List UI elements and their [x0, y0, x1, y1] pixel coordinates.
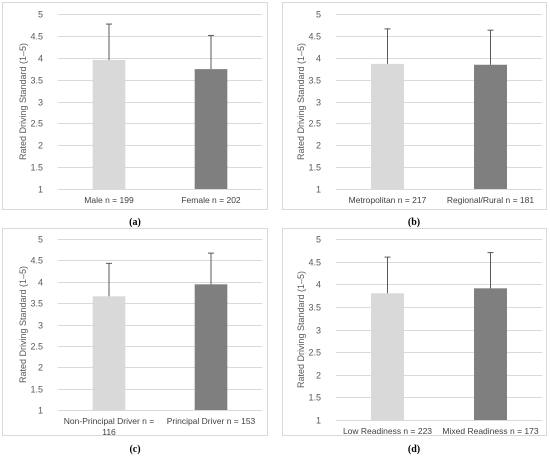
panel-label: (b): [408, 217, 420, 228]
y-tick-label: 4.5: [308, 258, 321, 268]
y-tick-label: 1: [316, 185, 321, 195]
y-tick-label: 1: [38, 406, 43, 416]
category-label: Female n = 202: [181, 195, 241, 205]
y-tick-label: 2: [316, 141, 321, 151]
y-tick-label: 5: [316, 10, 321, 20]
y-axis-title: Rated Driving Standard (1–5): [18, 43, 28, 160]
category-label: Male n = 199: [84, 195, 134, 205]
y-tick-label: 3: [316, 326, 321, 336]
bar: [194, 284, 228, 410]
bar: [92, 296, 126, 410]
y-tick-label: 3: [316, 98, 321, 108]
panel-label: (d): [408, 444, 420, 455]
y-tick-label: 3.5: [308, 76, 321, 86]
y-tick-label: 1.5: [308, 163, 321, 173]
y-tick-label: 5: [38, 10, 43, 20]
bar: [371, 293, 404, 420]
chart-panel-3: 1 1.5 2 2.5 3 3.5 4 4.5 5 Rated Driving Standard …: [2, 228, 268, 455]
chart-panel-4: 1 1.5 2 2.5 3 3.5 4 4.5 5 Rated Driving Standard …: [282, 228, 547, 455]
y-tick-label: 1.5: [308, 393, 321, 403]
y-tick-label: 1.5: [30, 163, 43, 173]
y-tick-label: 5: [316, 235, 321, 245]
panel-frame: [2, 228, 268, 436]
y-tick-label: 2.5: [30, 342, 43, 352]
y-tick-label: 3: [38, 321, 43, 331]
category-label: Low Readiness n = 223: [343, 426, 432, 436]
y-tick-label: 4: [316, 280, 321, 290]
panel-frame: [2, 2, 268, 210]
y-tick-label: 4.5: [30, 32, 43, 42]
y-tick-label: 4.5: [308, 32, 321, 42]
bar: [474, 288, 507, 420]
y-tick-label: 5: [38, 235, 43, 245]
y-tick-label: 2.5: [30, 119, 43, 129]
bar: [194, 69, 228, 189]
chart-panel-2: 1 1.5 2 2.5 3 3.5 4 4.5 5 Rated Driving Standard …: [282, 2, 547, 228]
panel-frame: [282, 228, 547, 436]
bar: [92, 59, 126, 189]
category-label: 116: [102, 427, 116, 437]
y-tick-label: 2.5: [308, 119, 321, 129]
y-tick-label: 1: [38, 185, 43, 195]
panel-frame: [282, 2, 547, 210]
y-tick-label: 2: [38, 141, 43, 151]
category-label: Non-Principal Driver n =: [64, 416, 154, 426]
category-label: Principal Driver n = 153: [167, 416, 256, 426]
panel-label: (a): [129, 217, 141, 228]
y-tick-label: 3.5: [30, 76, 43, 86]
y-tick-label: 4: [38, 54, 43, 64]
y-tick-label: 2.5: [308, 348, 321, 358]
bar: [371, 63, 404, 189]
panel-label: (c): [129, 444, 140, 455]
y-axis-title: Rated Driving Standard (1–5): [296, 43, 306, 160]
chart-panel-1: 1 1.5 2 2.5 3 3.5 4 4.5 5 Rated Driving Standard …: [2, 2, 268, 228]
y-tick-label: 4: [316, 54, 321, 64]
y-tick-label: 4.5: [30, 256, 43, 266]
y-tick-label: 3: [38, 98, 43, 108]
y-tick-label: 3.5: [30, 299, 43, 309]
y-axis-title: Rated Driving Standard (1–5): [296, 271, 306, 388]
y-axis-title: Rated Driving Standard (1–5): [18, 266, 28, 383]
category-label: Metropolitan n = 217: [349, 195, 427, 205]
category-label: Mixed Readiness n = 173: [442, 426, 538, 436]
y-tick-label: 2: [316, 371, 321, 381]
category-label: Regional/Rural n = 181: [447, 195, 534, 205]
y-tick-label: 1.5: [30, 385, 43, 395]
y-tick-label: 4: [38, 278, 43, 288]
y-tick-label: 1: [316, 416, 321, 426]
y-tick-label: 3.5: [308, 303, 321, 313]
bar: [474, 64, 507, 189]
y-tick-label: 2: [38, 363, 43, 373]
